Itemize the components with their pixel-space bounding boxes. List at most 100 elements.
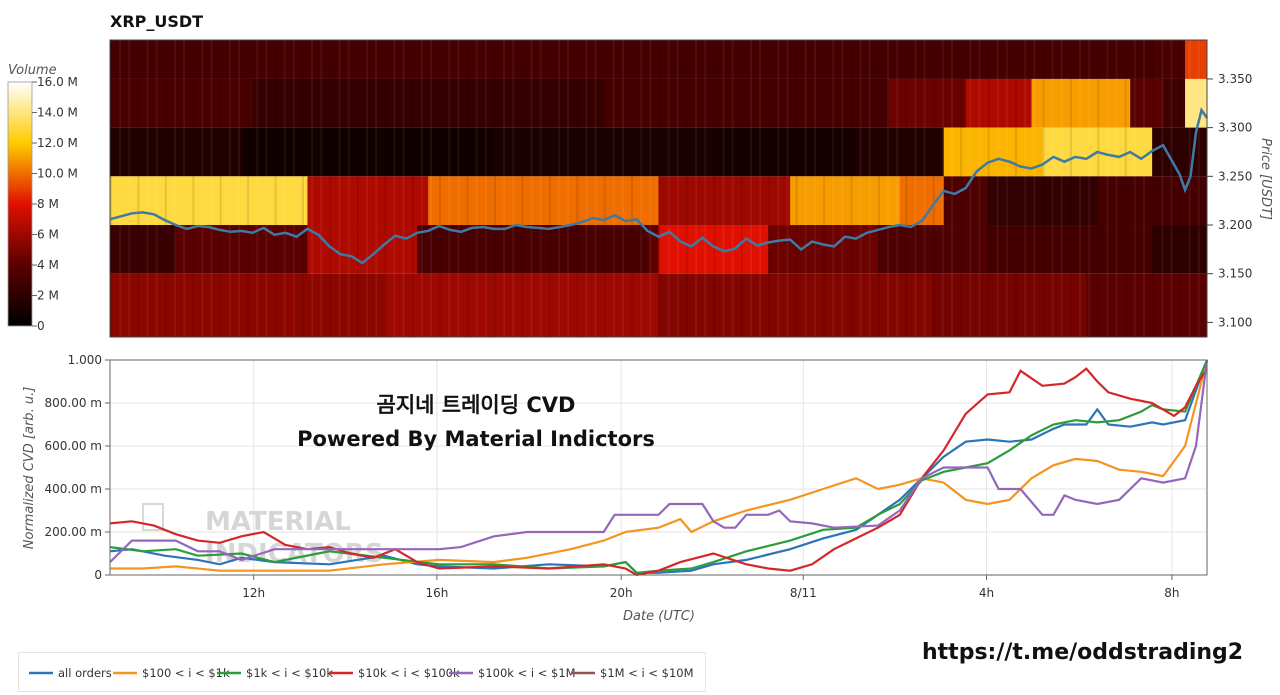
heat-cell-texture <box>292 78 295 128</box>
legend-item-s100_1k[interactable]: $100 < i < $1k <box>113 666 230 680</box>
heat-cell-texture <box>448 225 451 274</box>
heat-cell-texture <box>914 78 917 128</box>
legend-item-s1m_10m[interactable]: $1M < i < $10M <box>571 666 694 680</box>
heat-cell-texture <box>1005 127 1008 177</box>
heat-cell-texture <box>841 273 844 337</box>
heat-cell-texture <box>740 127 743 177</box>
heat-cell-texture <box>329 176 332 226</box>
cvd-series-s10k_100k <box>109 367 1208 577</box>
heat-cell-texture <box>521 273 524 337</box>
heat-cell-texture <box>667 78 670 128</box>
legend-item-all_orders[interactable]: all orders <box>29 666 112 680</box>
heat-cell-texture <box>237 225 240 274</box>
heat-cell-texture <box>493 127 496 177</box>
heat-cell-texture <box>503 273 506 337</box>
heat-cell-texture <box>969 273 972 337</box>
heat-cell-texture <box>877 176 880 226</box>
heat-cell-texture <box>1079 273 1082 337</box>
heat-cell-texture <box>557 225 560 274</box>
heat-cell-texture <box>119 78 122 128</box>
heat-cell-texture <box>375 78 378 128</box>
heat-cell-texture <box>439 176 442 226</box>
heat-cell-texture <box>512 40 515 79</box>
heat-cell-texture <box>896 40 899 79</box>
heat-cell-texture <box>503 176 506 226</box>
heat-cell-texture <box>914 40 917 79</box>
heat-cell-texture <box>1179 273 1182 337</box>
colorbar-tick-label: 8 M <box>37 197 59 211</box>
cvd-x-tick-label: 8h <box>1164 586 1179 600</box>
heat-cell-texture <box>795 176 798 226</box>
heat-cell-texture <box>384 225 387 274</box>
heat-cell-texture <box>1033 40 1036 79</box>
heat-cell-texture <box>859 225 862 274</box>
price-tick-label: 3.350 <box>1218 72 1252 86</box>
cvd-y-tick-label: 1.000 <box>68 353 102 367</box>
heat-cell <box>384 273 659 337</box>
heat-cell-texture <box>439 40 442 79</box>
legend-item-s1k_10k[interactable]: $1k < i < $10k <box>217 666 333 680</box>
legend-item-s100k_1m[interactable]: $100k < i < $1M <box>449 666 576 680</box>
heat-cell-texture <box>530 40 533 79</box>
heat-cell-texture <box>759 225 762 274</box>
heat-cell-texture <box>283 273 286 337</box>
heat-cell-texture <box>612 176 615 226</box>
heat-cell-texture <box>192 78 195 128</box>
heat-cell-texture <box>567 127 570 177</box>
heat-cell-texture <box>768 225 771 274</box>
heat-cell-texture <box>301 176 304 226</box>
heat-cell-texture <box>512 273 515 337</box>
heat-cell-texture <box>685 176 688 226</box>
heat-cell-texture <box>384 78 387 128</box>
heat-cell-texture <box>951 273 954 337</box>
heat-cell-texture <box>695 40 698 79</box>
heat-cell-texture <box>228 273 231 337</box>
heat-cell-texture <box>905 225 908 274</box>
heat-cell-texture <box>475 40 478 79</box>
heat-cell-texture <box>923 273 926 337</box>
colorbar-tick-label: 10.0 M <box>37 167 78 181</box>
heat-cell-texture <box>759 40 762 79</box>
heat-cell-texture <box>173 176 176 226</box>
heat-cell-texture <box>850 127 853 177</box>
heat-cell-texture <box>1170 225 1173 274</box>
legend-item-s10k_100k[interactable]: $10k < i < $100k <box>329 666 460 680</box>
heat-cell-texture <box>192 127 195 177</box>
heat-cell-texture <box>375 273 378 337</box>
heat-cell-texture <box>365 176 368 226</box>
heat-cell-texture <box>713 78 716 128</box>
heat-cell-texture <box>969 78 972 128</box>
legend-label: $10k < i < $100k <box>358 666 460 680</box>
heat-cell-texture <box>237 176 240 226</box>
heat-cell-texture <box>621 78 624 128</box>
heat-cell-texture <box>484 273 487 337</box>
heat-cell-texture <box>978 176 981 226</box>
heat-cell-texture <box>164 225 167 274</box>
heat-cell-texture <box>695 273 698 337</box>
heat-cell-texture <box>1033 225 1036 274</box>
heat-cell-texture <box>320 40 323 79</box>
heat-cell-texture <box>164 40 167 79</box>
heat-cell-texture <box>402 40 405 79</box>
heat-cell-texture <box>786 127 789 177</box>
heat-cell-texture <box>987 40 990 79</box>
heat-cell-texture <box>722 225 725 274</box>
heat-cell-texture <box>704 176 707 226</box>
telegram-link[interactable]: https://t.me/oddstrading2 <box>922 640 1244 665</box>
heat-cell-texture <box>539 40 542 79</box>
heat-cell-texture <box>631 78 634 128</box>
heat-cell-texture <box>311 127 314 177</box>
heat-cell-texture <box>731 40 734 79</box>
heat-cell-texture <box>905 273 908 337</box>
heat-cell-texture <box>951 78 954 128</box>
heat-cell-texture <box>823 225 826 274</box>
heat-cell-texture <box>996 225 999 274</box>
heat-cell-texture <box>219 225 222 274</box>
heat-cell-texture <box>301 40 304 79</box>
price-tick-label: 3.200 <box>1218 218 1252 232</box>
heat-cell-texture <box>512 127 515 177</box>
heat-cell-texture <box>1152 78 1155 128</box>
heat-cell-texture <box>439 127 442 177</box>
heat-cell-texture <box>987 78 990 128</box>
heat-cell <box>1152 273 1208 337</box>
